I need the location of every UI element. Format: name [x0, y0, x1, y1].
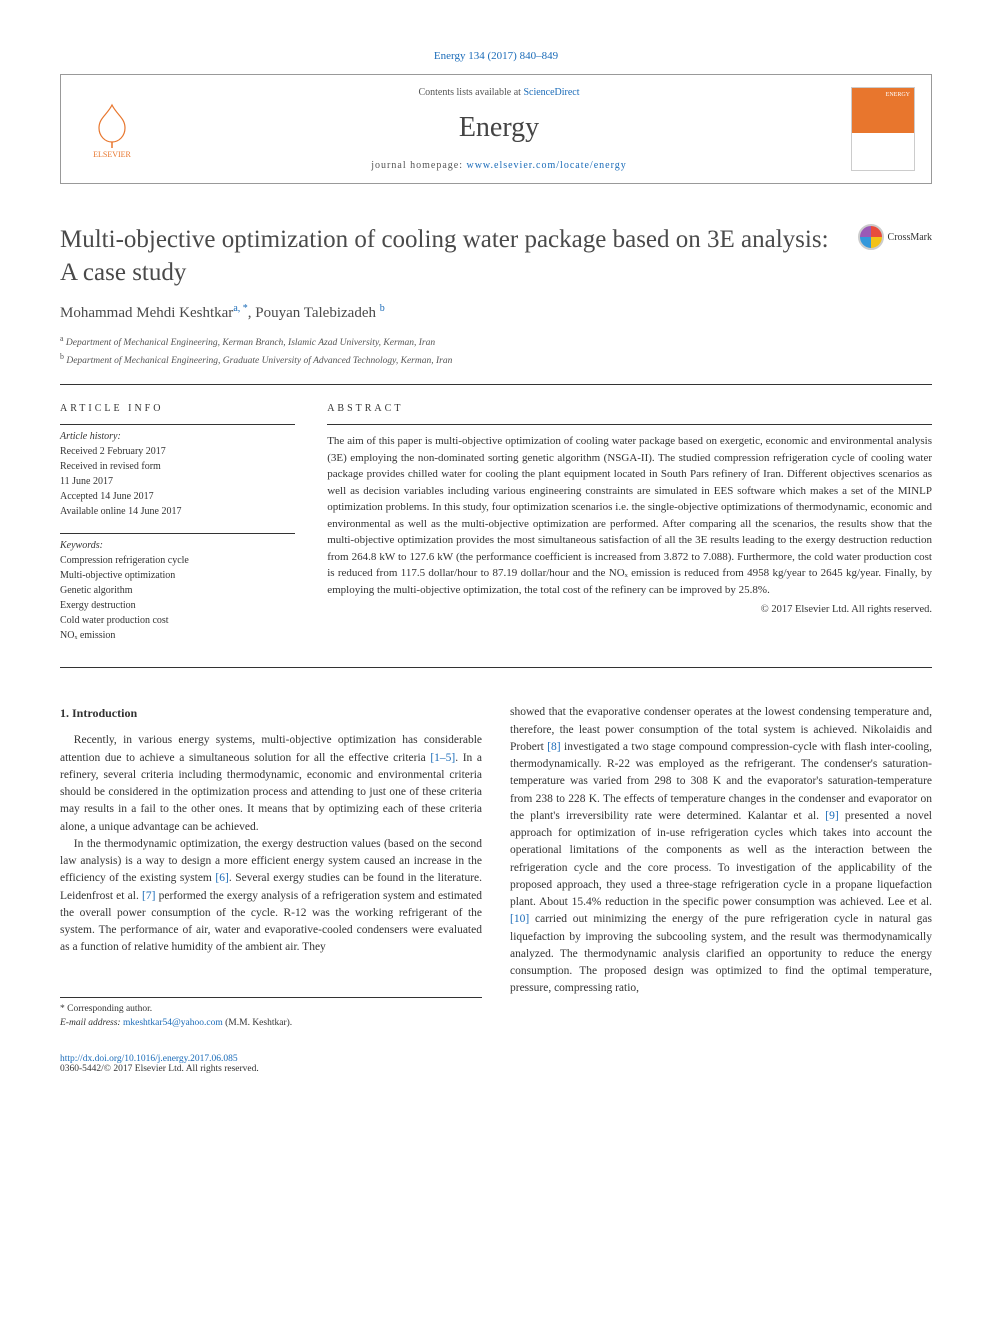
- header-center: Contents lists available at ScienceDirec…: [147, 87, 851, 171]
- info-abstract-row: ARTICLE INFO Article history: Received 2…: [60, 403, 932, 657]
- keywords-block: Keywords: Compression refrigeration cycl…: [60, 533, 295, 643]
- history-3: Accepted 14 June 2017: [60, 489, 295, 504]
- elsevier-label: ELSEVIER: [93, 150, 131, 159]
- kw-2: Genetic algorithm: [60, 583, 295, 598]
- elsevier-tree-icon: [87, 100, 137, 150]
- author-2-sup: b: [380, 303, 385, 314]
- homepage-link[interactable]: www.elsevier.com/locate/energy: [466, 160, 626, 171]
- intro-p2: In the thermodynamic optimization, the e…: [60, 836, 482, 957]
- history-0: Received 2 February 2017: [60, 444, 295, 459]
- affiliation-a: a Department of Mechanical Engineering, …: [60, 334, 932, 348]
- body-col-right: showed that the evaporative condenser op…: [510, 704, 932, 1030]
- ref-6[interactable]: [6]: [215, 872, 228, 884]
- article-page: Energy 134 (2017) 840–849 ELSEVIER Conte…: [0, 0, 992, 1124]
- abstract-heading: ABSTRACT: [327, 403, 932, 414]
- kw-0: Compression refrigeration cycle: [60, 553, 295, 568]
- crossmark-label: CrossMark: [888, 232, 932, 243]
- email-link[interactable]: mkeshtkar54@yahoo.com: [123, 1018, 223, 1028]
- intro-heading: 1. Introduction: [60, 704, 482, 722]
- author-2[interactable]: Pouyan Talebizadeh: [255, 305, 376, 321]
- abstract-copyright: © 2017 Elsevier Ltd. All rights reserved…: [327, 604, 932, 615]
- history-1: Received in revised form: [60, 459, 295, 474]
- abstract-text: The aim of this paper is multi-objective…: [327, 424, 932, 598]
- divider-bottom: [60, 667, 932, 668]
- kw-1: Multi-objective optimization: [60, 568, 295, 583]
- author-1[interactable]: Mohammad Mehdi Keshtkar: [60, 305, 233, 321]
- kw-3: Exergy destruction: [60, 598, 295, 613]
- c2-d: carried out minimizing the energy of the…: [510, 913, 932, 994]
- author-1-sup: a, *: [233, 303, 247, 314]
- body-columns: 1. Introduction Recently, in various ene…: [60, 704, 932, 1030]
- c2-c: presented a novel approach for optimizat…: [510, 810, 932, 908]
- ref-10[interactable]: [10]: [510, 913, 529, 925]
- ref-7[interactable]: [7]: [142, 890, 155, 902]
- ref-1-5[interactable]: [1–5]: [430, 752, 455, 764]
- crossmark-icon: [858, 224, 884, 250]
- homepage-prefix: journal homepage:: [371, 160, 466, 171]
- email-line: E-mail address: mkeshtkar54@yahoo.com (M…: [60, 1016, 482, 1030]
- contents-line: Contents lists available at ScienceDirec…: [147, 87, 851, 98]
- ref-9[interactable]: [9]: [825, 810, 838, 822]
- journal-header: ELSEVIER Contents lists available at Sci…: [60, 74, 932, 184]
- journal-homepage: journal homepage: www.elsevier.com/locat…: [147, 160, 851, 171]
- corresponding-note: * Corresponding author.: [60, 1002, 482, 1016]
- footer-notes: * Corresponding author. E-mail address: …: [60, 997, 482, 1031]
- authors: Mohammad Mehdi Keshtkara, *, Pouyan Tale…: [60, 303, 932, 322]
- history-label: Article history:: [60, 431, 295, 442]
- p1-a: Recently, in various energy systems, mul…: [60, 734, 482, 763]
- citation-link[interactable]: Energy 134 (2017) 840–849: [434, 50, 558, 62]
- ref-8[interactable]: [8]: [547, 741, 560, 753]
- crossmark-badge[interactable]: CrossMark: [858, 224, 932, 250]
- col2-p: showed that the evaporative condenser op…: [510, 704, 932, 997]
- title-row: Multi-objective optimization of cooling …: [60, 224, 932, 289]
- history-block: Article history: Received 2 February 201…: [60, 424, 295, 519]
- doi-block: http://dx.doi.org/10.1016/j.energy.2017.…: [60, 1054, 932, 1074]
- journal-cover-thumb[interactable]: [851, 87, 915, 171]
- kw-5: NOₓ emission: [60, 628, 295, 643]
- keywords-label: Keywords:: [60, 540, 295, 551]
- body-col-left: 1. Introduction Recently, in various ene…: [60, 704, 482, 1030]
- abstract-column: ABSTRACT The aim of this paper is multi-…: [327, 403, 932, 657]
- doi-link[interactable]: http://dx.doi.org/10.1016/j.energy.2017.…: [60, 1054, 238, 1064]
- kw-4: Cold water production cost: [60, 613, 295, 628]
- email-label: E-mail address:: [60, 1018, 123, 1028]
- top-citation[interactable]: Energy 134 (2017) 840–849: [60, 50, 932, 62]
- aff-a-sup: a: [60, 334, 64, 343]
- article-title: Multi-objective optimization of cooling …: [60, 224, 842, 289]
- article-info: ARTICLE INFO Article history: Received 2…: [60, 403, 295, 657]
- article-info-heading: ARTICLE INFO: [60, 403, 295, 414]
- sciencedirect-link[interactable]: ScienceDirect: [523, 87, 579, 98]
- elsevier-logo[interactable]: ELSEVIER: [77, 89, 147, 169]
- aff-a-text: Department of Mechanical Engineering, Ke…: [66, 338, 435, 348]
- journal-name: Energy: [147, 112, 851, 144]
- divider: [60, 384, 932, 385]
- history-4: Available online 14 June 2017: [60, 504, 295, 519]
- issn-line: 0360-5442/© 2017 Elsevier Ltd. All right…: [60, 1064, 932, 1074]
- intro-p1: Recently, in various energy systems, mul…: [60, 732, 482, 836]
- email-suffix: (M.M. Keshtkar).: [223, 1018, 292, 1028]
- aff-b-sup: b: [60, 352, 64, 361]
- aff-b-text: Department of Mechanical Engineering, Gr…: [66, 356, 452, 366]
- affiliation-b: b Department of Mechanical Engineering, …: [60, 352, 932, 366]
- contents-prefix: Contents lists available at: [418, 87, 523, 98]
- history-2: 11 June 2017: [60, 474, 295, 489]
